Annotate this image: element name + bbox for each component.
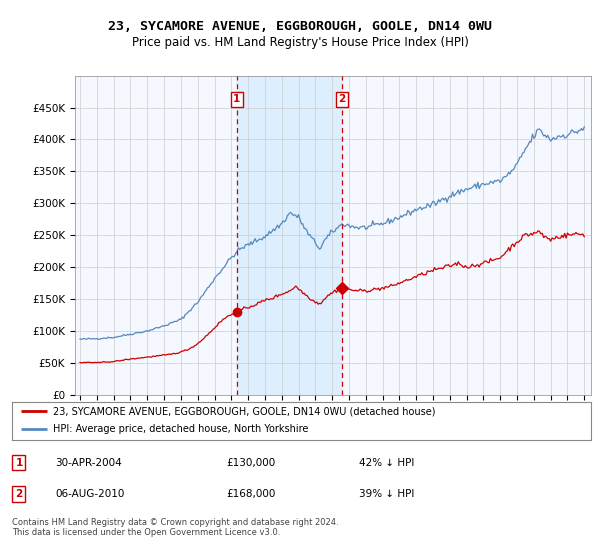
Text: 1: 1 [16, 458, 23, 468]
Bar [237, 76, 342, 395]
Text: Contains HM Land Registry data © Crown copyright and database right 2024.
This d: Contains HM Land Registry data © Crown c… [12, 518, 338, 538]
Text: 23, SYCAMORE AVENUE, EGGBOROUGH, GOOLE, DN14 0WU: 23, SYCAMORE AVENUE, EGGBOROUGH, GOOLE, … [108, 20, 492, 32]
Text: 30-APR-2004: 30-APR-2004 [55, 458, 122, 468]
Text: 39% ↓ HPI: 39% ↓ HPI [359, 489, 415, 499]
Text: 1: 1 [233, 94, 241, 104]
Text: 06-AUG-2010: 06-AUG-2010 [55, 489, 125, 499]
Text: £168,000: £168,000 [226, 489, 275, 499]
Text: HPI: Average price, detached house, North Yorkshire: HPI: Average price, detached house, Nort… [53, 424, 308, 434]
Text: 42% ↓ HPI: 42% ↓ HPI [359, 458, 415, 468]
Text: 2: 2 [16, 489, 23, 499]
Text: 2: 2 [338, 94, 346, 104]
Text: Price paid vs. HM Land Registry's House Price Index (HPI): Price paid vs. HM Land Registry's House … [131, 36, 469, 49]
Text: £130,000: £130,000 [226, 458, 275, 468]
Text: 23, SYCAMORE AVENUE, EGGBOROUGH, GOOLE, DN14 0WU (detached house): 23, SYCAMORE AVENUE, EGGBOROUGH, GOOLE, … [53, 406, 435, 416]
